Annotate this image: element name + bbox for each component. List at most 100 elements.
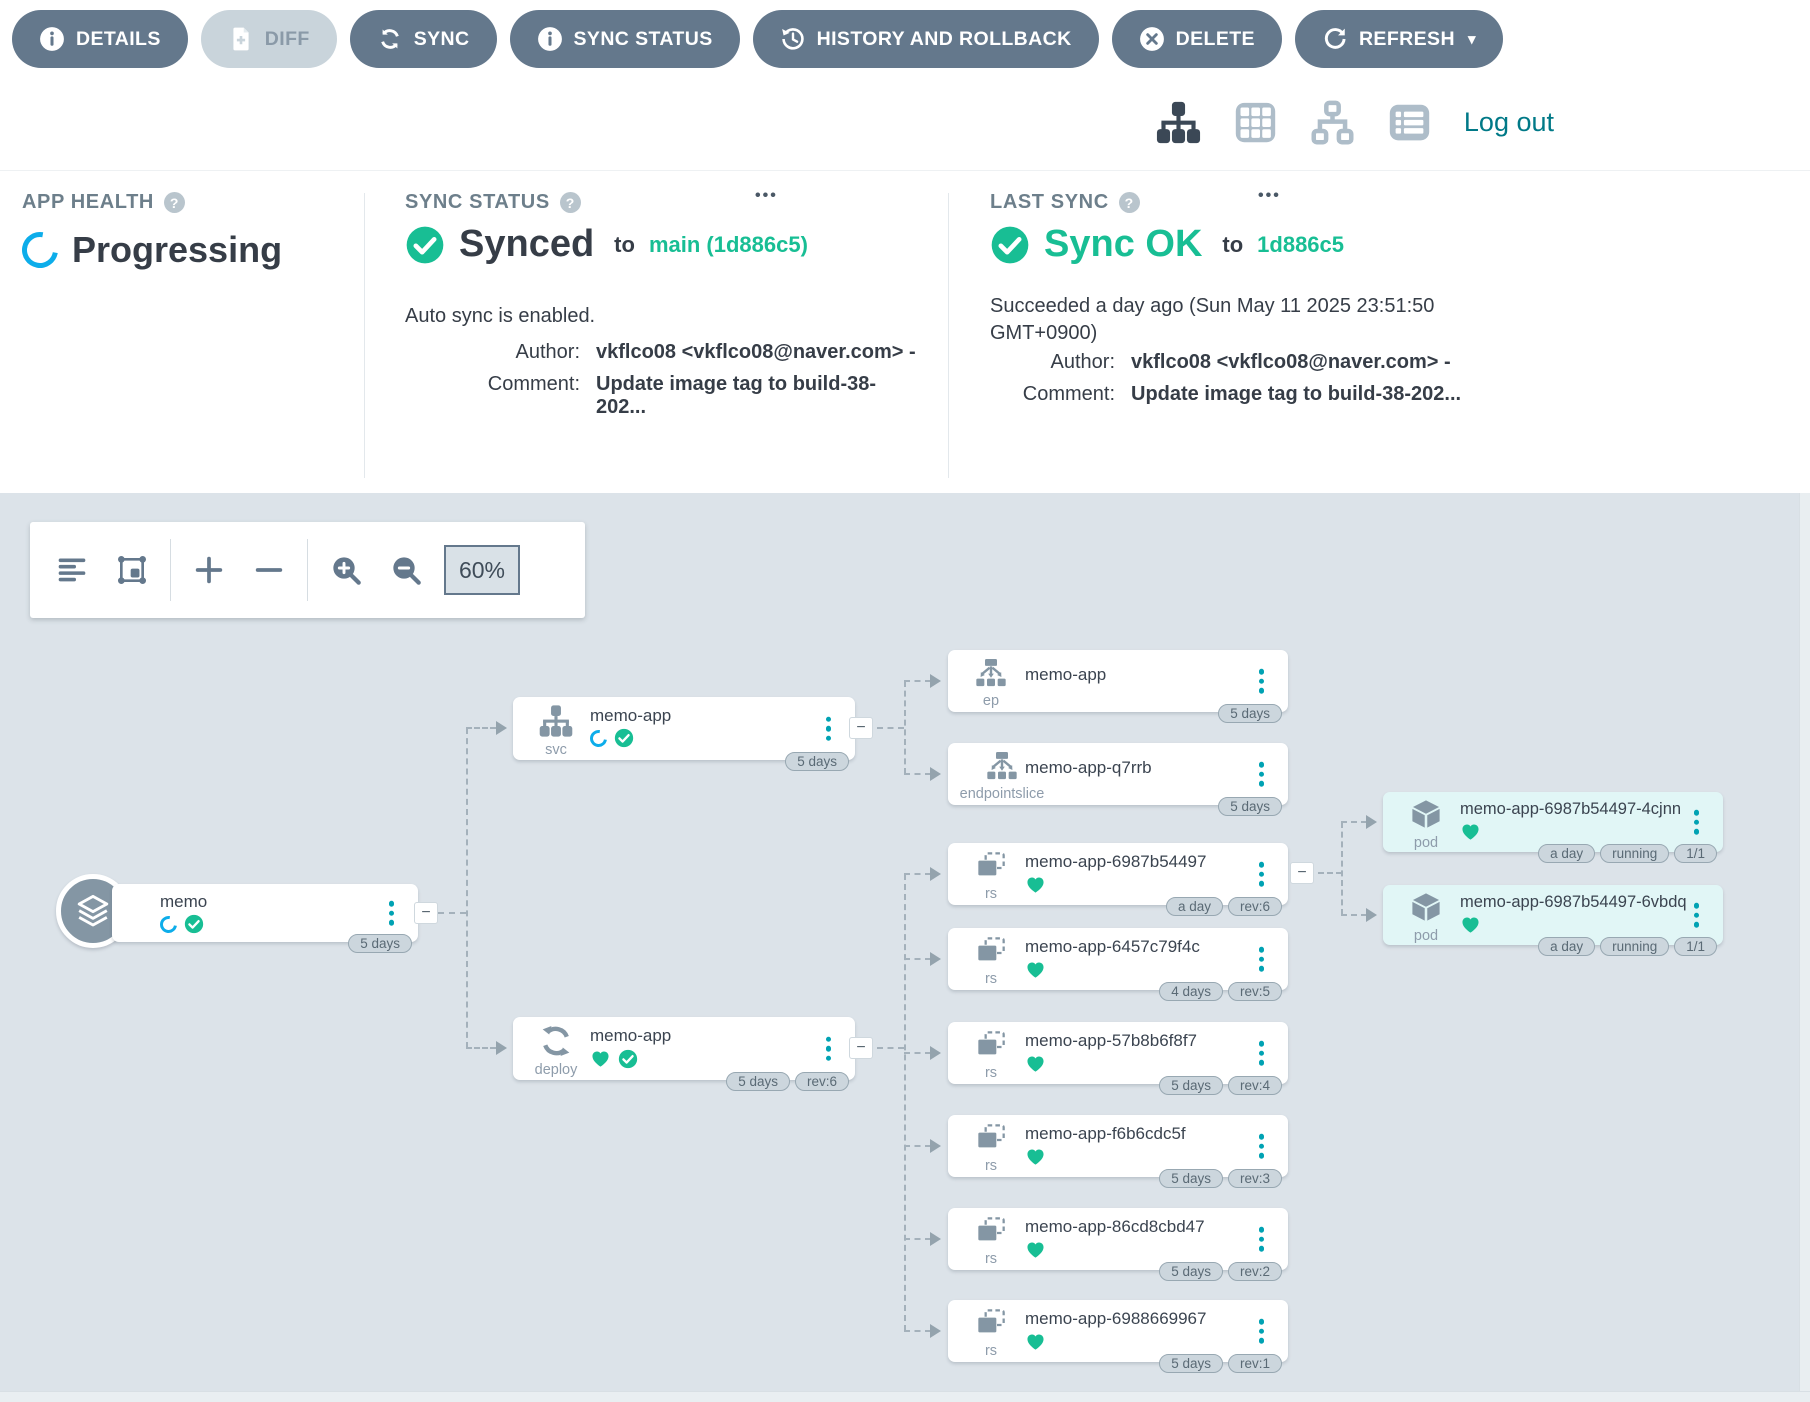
align-icon[interactable] [56, 554, 88, 586]
node-badge: rev:4 [1227, 1076, 1282, 1095]
edge-segment [904, 680, 931, 682]
node-replicaset-6987b54497[interactable]: rs memo-app-6987b54497 a day rev:6 [948, 843, 1288, 916]
last-sync-target-link[interactable]: 1d886c5 [1257, 231, 1345, 257]
node-menu-icon[interactable] [1255, 1223, 1269, 1256]
progressing-spinner-icon [156, 912, 181, 936]
node-title: memo-app-f6b6cdc5f [1025, 1124, 1186, 1143]
toolbar-divider [170, 539, 171, 601]
list-view-icon[interactable] [1387, 100, 1432, 145]
node-pod-6987b54497-6vbdq[interactable]: pod memo-app-6987b54497-6vbdq a day runni… [1383, 885, 1723, 956]
node-badge: rev:6 [794, 1072, 849, 1091]
last-sync-menu-icon[interactable]: ••• [1258, 187, 1281, 204]
last-sync-status-value: Sync OK [1044, 223, 1203, 265]
node-kind-label: deploy [534, 1062, 578, 1078]
node-badge: 5 days [348, 934, 412, 953]
diff-button[interactable]: DIFF [200, 10, 337, 68]
fit-to-view-icon[interactable] [116, 554, 148, 586]
node-menu-icon[interactable] [1255, 1037, 1269, 1070]
edge-segment [904, 958, 931, 960]
node-replicaset-6457c79f4c[interactable]: rs memo-app-6457c79f4c 4 days rev:5 [948, 928, 1288, 1001]
node-badge: rev:6 [1227, 897, 1282, 916]
node-badge: a day [1538, 937, 1596, 956]
node-badge: 4 days [1159, 982, 1223, 1001]
node-menu-icon[interactable] [1690, 806, 1704, 839]
zoom-in-plus-icon[interactable] [193, 554, 225, 586]
node-badge: 5 days [1159, 1076, 1223, 1095]
node-menu-icon[interactable] [1255, 665, 1269, 698]
help-icon[interactable]: ? [163, 192, 185, 213]
zoom-level-display[interactable]: 60% [444, 545, 520, 595]
node-pod-6987b54497-4cjnn[interactable]: pod memo-app-6987b54497-4cjnn a day runni… [1383, 792, 1723, 863]
info-icon [39, 26, 65, 52]
diff-label: DIFF [264, 27, 310, 50]
collapse-toggle[interactable]: − [849, 1037, 873, 1059]
author-label: Author: [515, 341, 580, 363]
node-status-icons [1025, 1239, 1046, 1260]
node-menu-icon[interactable] [1255, 943, 1269, 976]
node-status-icons [156, 912, 204, 936]
info-icon [537, 26, 563, 52]
node-menu-icon[interactable] [1690, 899, 1704, 932]
node-endpointslice-memo-app-q7rrb[interactable]: endpointslice memo-app-q7rrb 5 days [948, 743, 1288, 816]
magnify-in-icon[interactable] [330, 554, 362, 586]
node-title: memo-app-57b8b6f8f7 [1025, 1031, 1198, 1050]
caret-down-icon: ▾ [1467, 31, 1476, 48]
tree-view-icon[interactable] [1156, 100, 1201, 145]
view-mode-bar: Log out [1156, 100, 1554, 145]
help-icon[interactable]: ? [559, 192, 581, 213]
zoom-out-minus-icon[interactable] [253, 554, 285, 586]
node-replicaset-6988669967[interactable]: rs memo-app-6988669967 5 days rev:1 [948, 1300, 1288, 1373]
node-title: memo-app-6987b54497 [1025, 852, 1207, 871]
node-menu-icon[interactable] [822, 1032, 836, 1065]
node-replicaset-f6b6cdc5f[interactable]: rs memo-app-f6b6cdc5f 5 days rev:3 [948, 1115, 1288, 1188]
history-rollback-button[interactable]: HISTORY AND ROLLBACK [752, 10, 1099, 68]
node-badge: 1/1 [1674, 844, 1717, 863]
node-service-memo-app[interactable]: svc memo-app 5 days [513, 697, 855, 771]
network-view-icon[interactable] [1310, 100, 1355, 145]
horizontal-scrollbar[interactable] [0, 1391, 1810, 1402]
last-sync-title-row: LAST SYNC ? [990, 191, 1140, 214]
node-menu-icon[interactable] [1255, 758, 1269, 791]
node-menu-icon[interactable] [385, 897, 399, 930]
node-status-icons [1025, 1331, 1046, 1352]
node-deployment-memo-app[interactable]: deploy memo-app 5 days rev:6 [513, 1017, 855, 1091]
node-badge: a day [1165, 897, 1223, 916]
sync-status-button[interactable]: SYNC STATUS [509, 10, 740, 68]
node-menu-icon[interactable] [1255, 858, 1269, 891]
edge-arrow-icon [930, 1139, 941, 1153]
node-menu-icon[interactable] [822, 712, 836, 745]
collapse-toggle[interactable]: − [849, 717, 873, 739]
logout-link[interactable]: Log out [1463, 107, 1554, 137]
collapse-toggle[interactable]: − [414, 902, 438, 924]
node-menu-icon[interactable] [1255, 1315, 1269, 1348]
grid-view-icon[interactable] [1233, 100, 1278, 145]
action-toolbar: DETAILS DIFF SYNC SYNC STATUS HISTORY AN… [12, 10, 1503, 68]
magnify-out-icon[interactable] [390, 554, 422, 586]
comment-label: Comment: [1022, 383, 1115, 405]
refresh-button[interactable]: REFRESH ▾ [1294, 10, 1503, 68]
details-button[interactable]: DETAILS [12, 10, 188, 68]
node-replicaset-57b8b6f8f7[interactable]: rs memo-app-57b8b6f8f7 5 days rev:4 [948, 1022, 1288, 1095]
details-label: DETAILS [76, 27, 161, 50]
node-title: memo-app-6987b54497-4cjnn [1460, 800, 1682, 818]
app-health-title-row: APP HEALTH ? [22, 191, 185, 214]
replicaset-icon: rs [962, 1122, 1020, 1174]
sync-target-link[interactable]: main (1d886c5) [648, 231, 808, 257]
help-icon[interactable]: ? [1118, 192, 1140, 213]
node-application-memo[interactable]: memo 5 days [112, 884, 418, 953]
node-replicaset-86cd8cbd47[interactable]: rs memo-app-86cd8cbd47 5 days rev:2 [948, 1208, 1288, 1281]
node-endpoints-memo-app[interactable]: ep memo-app 5 days [948, 650, 1288, 723]
sync-button[interactable]: SYNC [349, 10, 497, 68]
node-menu-icon[interactable] [1255, 1130, 1269, 1163]
edge-segment [904, 773, 931, 775]
author-label: Author: [1050, 351, 1115, 373]
graph-toolbar: 60% [30, 522, 585, 618]
collapse-toggle[interactable]: − [1290, 862, 1314, 884]
vertical-scrollbar[interactable] [1799, 493, 1810, 1402]
node-badges: 5 days rev:1 [1159, 1354, 1282, 1373]
sync-status-menu-icon[interactable]: ••• [755, 187, 778, 204]
edge-segment [1341, 821, 1367, 823]
node-status-icons [1460, 821, 1481, 842]
replicaset-icon: rs [962, 850, 1020, 902]
delete-button[interactable]: DELETE [1111, 10, 1282, 68]
